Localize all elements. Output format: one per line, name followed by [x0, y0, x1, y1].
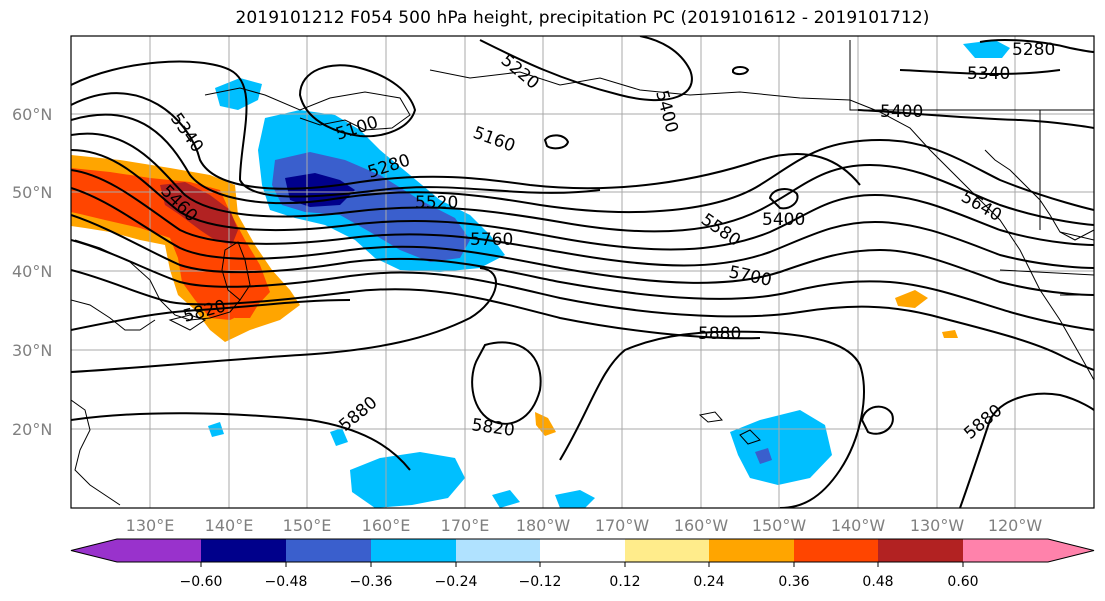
colorbar-lower-extension	[71, 539, 201, 562]
contour-label: 5520	[415, 193, 458, 213]
lat-label: 30°N	[12, 341, 52, 360]
negative-anomaly-hawaii-core	[755, 448, 772, 464]
colorbar-segment	[878, 539, 963, 562]
lon-label: 150°W	[752, 516, 807, 535]
colorbar-segment	[201, 539, 286, 562]
contour-label: 5760	[470, 230, 513, 250]
lon-label: 150°E	[283, 516, 332, 535]
colorbar-segment	[709, 539, 794, 562]
colorbar-outline	[70, 538, 1095, 563]
lon-label: 180°W	[516, 516, 571, 535]
negative-anomaly-small	[492, 490, 520, 508]
lat-label: 60°N	[12, 105, 52, 124]
colorbar: −0.60 −0.48 −0.36 −0.24 −0.12 0.12 0.24 …	[70, 538, 1095, 590]
lon-label: 140°E	[205, 516, 254, 535]
lon-label: 130°E	[126, 516, 175, 535]
colorbar-segment	[286, 539, 371, 562]
colorbar-tick-label: 0.48	[862, 574, 893, 590]
lon-label: 140°W	[831, 516, 886, 535]
lon-label: 160°E	[362, 516, 411, 535]
negative-anomaly-tropics-west	[350, 452, 465, 508]
contour-label: 5340	[967, 64, 1010, 84]
positive-anomaly-small	[535, 412, 556, 436]
positive-anomaly-small	[895, 290, 928, 308]
colorbar-segment	[371, 539, 456, 562]
negative-anomaly-small	[330, 428, 348, 446]
colorbar-segment	[540, 539, 625, 562]
colorbar-tick-label: −0.12	[519, 574, 562, 590]
colorbar-tick-label: −0.48	[265, 574, 308, 590]
lon-label: 170°E	[441, 516, 490, 535]
positive-anomaly-max	[160, 182, 238, 245]
colorbar-tick-label: 0.12	[609, 574, 640, 590]
negative-anomaly-alaska	[215, 78, 262, 110]
colorbar-tick-label: 0.60	[947, 574, 978, 590]
colorbar-tick-label: −0.60	[180, 574, 223, 590]
contour-label: 5280	[1012, 40, 1055, 60]
lon-label: 160°W	[674, 516, 729, 535]
colorbar-segment	[625, 539, 709, 562]
lat-label: 20°N	[12, 420, 52, 439]
colorbar-tick-label: 0.24	[693, 574, 724, 590]
lon-label: 170°W	[595, 516, 650, 535]
contour-label: 5880	[698, 324, 741, 344]
negative-anomaly-small	[555, 490, 595, 508]
height-contours	[71, 36, 1094, 508]
positive-anomaly-small	[942, 330, 958, 338]
negative-anomaly-canada	[963, 40, 1010, 58]
colorbar-segment	[456, 539, 540, 562]
map-frame	[70, 35, 1095, 509]
lat-label: 50°N	[12, 183, 52, 202]
contour-label: 5400	[762, 210, 805, 230]
colorbar-ticks	[200, 562, 964, 567]
colorbar-tick-label: −0.24	[435, 574, 478, 590]
colorbar-segment	[794, 539, 878, 562]
colorbar-tick-label: −0.36	[350, 574, 393, 590]
colorbar-tick-label: 0.36	[778, 574, 809, 590]
longitude-labels: 130°E 140°E 150°E 160°E 170°E 180°W 170°…	[126, 516, 1043, 535]
map-title: 2019101212 F054 500 hPa height, precipit…	[235, 8, 930, 28]
contour-label: 5400	[880, 102, 923, 122]
colorbar-tick-labels: −0.60 −0.48 −0.36 −0.24 −0.12 0.12 0.24 …	[180, 574, 979, 590]
latitude-labels: 60°N 50°N 40°N 30°N 20°N	[12, 105, 52, 439]
lon-label: 120°W	[988, 516, 1043, 535]
lat-label: 40°N	[12, 262, 52, 281]
colorbar-upper-extension	[963, 539, 1094, 562]
lon-label: 130°W	[910, 516, 965, 535]
